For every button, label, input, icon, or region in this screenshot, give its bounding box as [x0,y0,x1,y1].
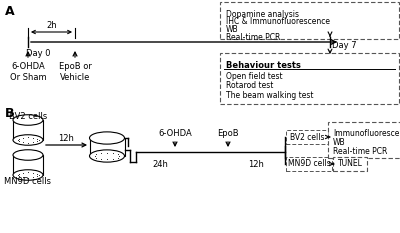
Text: A: A [5,5,15,18]
Ellipse shape [13,170,43,180]
Text: WB: WB [333,138,346,147]
Text: Immunofluorescence: Immunofluorescence [333,129,400,138]
Text: The beam walking test: The beam walking test [226,91,314,100]
Text: 2h: 2h [46,21,57,30]
Text: Day 7: Day 7 [332,41,357,49]
Text: Rotarod test: Rotarod test [226,82,273,90]
Ellipse shape [13,135,43,145]
Text: BV2 cells: BV2 cells [9,112,47,121]
FancyBboxPatch shape [220,2,399,39]
Text: 12h: 12h [248,160,264,169]
Text: TUNEL: TUNEL [338,160,362,168]
Text: Dopamine analysis: Dopamine analysis [226,10,299,19]
Text: WB: WB [226,25,239,34]
Ellipse shape [90,132,124,144]
FancyBboxPatch shape [333,157,367,171]
Text: Behaviour tests: Behaviour tests [226,61,301,70]
FancyBboxPatch shape [220,53,399,104]
Text: B: B [5,107,14,120]
Polygon shape [90,138,124,156]
FancyBboxPatch shape [286,157,332,171]
Text: IHC & Immunofluorescence: IHC & Immunofluorescence [226,17,330,27]
Text: 24h: 24h [152,160,168,169]
Text: Real-time PCR: Real-time PCR [226,32,280,41]
Text: Real-time PCR: Real-time PCR [333,147,387,156]
Ellipse shape [13,115,43,125]
Text: 6-OHDA
Or Sham: 6-OHDA Or Sham [10,62,46,82]
Polygon shape [13,155,43,175]
Text: EpoB or
Vehicle: EpoB or Vehicle [58,62,92,82]
Text: 12h: 12h [58,134,74,143]
Text: 6-OHDA: 6-OHDA [158,129,192,138]
FancyBboxPatch shape [328,122,400,158]
Text: BV2 cells: BV2 cells [290,133,324,141]
Ellipse shape [90,150,124,162]
Ellipse shape [13,150,43,160]
Text: MN9D cells: MN9D cells [4,177,52,186]
Text: Day 0: Day 0 [26,49,50,58]
Text: EpoB: EpoB [217,129,239,138]
Polygon shape [13,120,43,140]
Text: MN9D cells: MN9D cells [288,160,330,168]
Text: Open field test: Open field test [226,72,283,81]
FancyBboxPatch shape [286,130,328,144]
